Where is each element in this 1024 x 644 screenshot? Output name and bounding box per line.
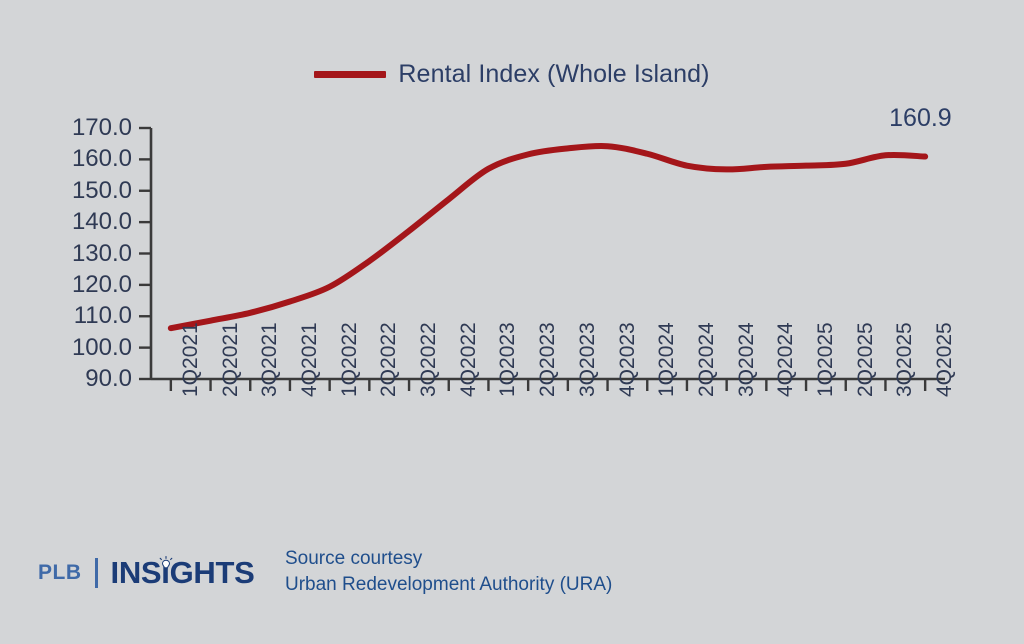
x-axis-tick-label: 4Q2022 — [456, 322, 480, 397]
x-axis-tick-label: 3Q2022 — [417, 322, 441, 397]
lightbulb-icon — [159, 556, 172, 570]
x-axis-tick-label: 1Q2023 — [496, 322, 520, 397]
legend-line-swatch — [314, 71, 387, 78]
x-axis-tick-label: 3Q2025 — [893, 322, 917, 397]
y-axis-tick-label: 120.0 — [71, 270, 132, 298]
y-axis-tick-label: 170.0 — [71, 114, 132, 141]
y-axis-tick-label: 140.0 — [71, 208, 132, 236]
chart-legend: Rental Index (Whole Island) — [0, 60, 1024, 89]
x-axis-tick-labels: 1Q2021 2Q2021 3Q2021 4Q2021 1Q2022 2Q2022 3Q20… — [178, 322, 957, 397]
end-value-data-label: 160.9 — [889, 103, 952, 132]
y-axis-tick-label: 90.0 — [85, 365, 132, 392]
y-axis-tick-label: 130.0 — [71, 239, 132, 267]
x-axis-tick-label: 3Q2021 — [258, 322, 282, 397]
x-axis-tick-label: 2Q2021 — [218, 322, 242, 397]
x-axis-tick-label: 2Q2023 — [536, 322, 560, 397]
x-axis-tick-label: 1Q2025 — [814, 322, 838, 397]
source-line-1: Source courtesy — [285, 548, 423, 569]
plot-area: 170.0 160.0 150.0 140.0 130.0 120.0 110.0 100.0… — [0, 0, 957, 520]
x-axis-tick-label: 4Q2025 — [933, 322, 957, 397]
x-axis-tick-label: 1Q2021 — [178, 322, 202, 397]
x-axis-tick-label: 2Q2025 — [853, 322, 877, 397]
brand-insights-label: INSIGHTS — [110, 555, 255, 590]
y-axis-tick-labels: 170.0 160.0 150.0 140.0 130.0 120.0 110.0 100.0… — [0, 0, 132, 520]
x-axis-tick-label: 2Q2022 — [377, 322, 401, 397]
brand-logo: PLB INSIGHTS — [38, 555, 255, 591]
source-credit: Source courtesy Urban Redevelopment Auth… — [285, 546, 612, 597]
y-axis-tick-label: 100.0 — [71, 333, 132, 361]
brand-plb-text: PLB — [38, 561, 82, 584]
x-axis-tick-label: 4Q2023 — [615, 322, 639, 397]
chart-svg — [139, 126, 945, 391]
x-axis-tick-label: 3Q2024 — [734, 322, 758, 397]
y-axis-tick-label: 160.0 — [71, 145, 132, 173]
source-line-2: Urban Redevelopment Authority (URA) — [285, 573, 613, 595]
x-axis-tick-label: 4Q2024 — [774, 322, 798, 397]
brand-divider — [94, 558, 98, 588]
y-axis-tick-label: 110.0 — [73, 302, 132, 330]
series-line-rental-index — [167, 142, 929, 332]
axes — [139, 126, 945, 391]
x-axis-tick-label: 3Q2023 — [575, 322, 599, 397]
x-axis-tick-label: 2Q2024 — [694, 322, 718, 397]
x-axis-tick-label: 1Q2022 — [337, 322, 361, 397]
x-axis-tick-label: 4Q2021 — [297, 322, 321, 397]
x-axis-tick-label: 1Q2024 — [655, 322, 679, 397]
legend-label: Rental Index (Whole Island) — [398, 60, 710, 88]
brand-insights-text: INSIGHTS — [111, 555, 255, 591]
y-axis-tick-label: 150.0 — [71, 176, 132, 204]
footer: PLB INSIGHTS Source courtesy Urban Redev… — [0, 533, 1024, 644]
